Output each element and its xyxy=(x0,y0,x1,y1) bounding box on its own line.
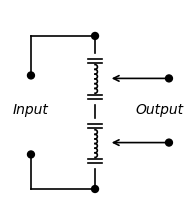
Circle shape xyxy=(27,72,34,79)
Circle shape xyxy=(92,185,98,192)
Text: Input: Input xyxy=(13,103,49,117)
Circle shape xyxy=(166,75,172,82)
Circle shape xyxy=(27,151,34,158)
Circle shape xyxy=(92,33,98,39)
Circle shape xyxy=(166,139,172,146)
Text: Output: Output xyxy=(135,103,183,117)
